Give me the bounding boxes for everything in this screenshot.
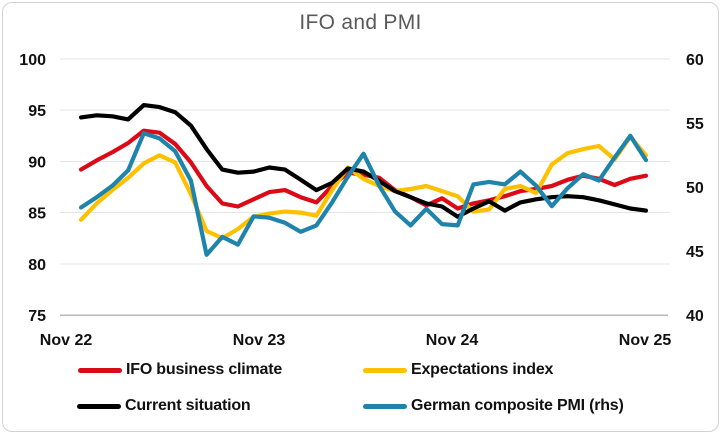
legend-item-current-situation: Current situation [77,397,251,415]
y-axis-left-tick-label: 85 [28,206,46,223]
legend-item-ifo-business-climate: IFO business climate [78,361,282,379]
chart-title: IFO and PMI [299,11,422,34]
series-line-current-situation [78,102,649,219]
y-axis-right-tick-label: 45 [686,244,704,261]
legend-label: IFO business climate [126,361,283,378]
y-axis-left-tick-label: 75 [28,308,46,325]
x-axis-tick-label: Nov 25 [619,332,672,349]
legend-item-expectations-index: Expectations index [363,361,553,379]
series-line-german-composite-pmi-rhs- [78,131,649,257]
y-axis-right-tick-label: 55 [686,116,704,133]
x-axis-tick-label: Nov 24 [426,332,479,349]
y-axis-left-tick-label: 90 [28,154,46,171]
series-line-expectations-index [78,134,649,241]
legend-item-german-composite-pmi: German composite PMI (rhs) [363,397,624,415]
legend-line-swatch-icon [363,367,407,373]
y-axis-right-tick-label: 40 [686,308,704,325]
y-axis-right-tick-label: 60 [686,52,704,69]
y-axis-left-tick-label: 100 [19,52,46,69]
y-axis-left-tick-label: 80 [28,257,46,274]
legend-label: Expectations index [411,361,554,378]
series-line-ifo-business-climate [78,128,649,211]
legend-line-swatch-icon [77,403,121,409]
y-axis-right-tick-label: 50 [686,180,704,197]
legend-line-swatch-icon [363,403,407,409]
legend-label: Current situation [125,397,251,414]
legend-line-swatch-icon [78,367,122,373]
y-axis-left-tick-label: 95 [28,103,46,120]
x-axis-tick-label: Nov 23 [233,332,286,349]
x-axis-tick-label: Nov 22 [40,332,93,349]
legend-label: German composite PMI (rhs) [411,397,624,414]
